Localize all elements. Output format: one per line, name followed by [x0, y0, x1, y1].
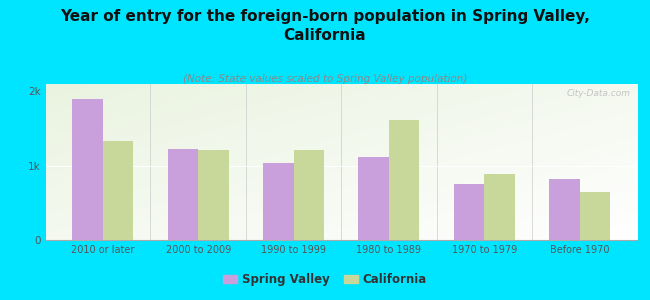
Bar: [294, 150, 324, 240]
Bar: [263, 163, 294, 240]
Text: (Note: State values scaled to Spring Valley population): (Note: State values scaled to Spring Val…: [183, 74, 467, 83]
Bar: [72, 99, 103, 240]
Bar: [580, 192, 610, 240]
Bar: [484, 174, 515, 240]
Bar: [198, 150, 229, 240]
Bar: [168, 149, 198, 240]
Bar: [103, 141, 133, 240]
Legend: Spring Valley, California: Spring Valley, California: [218, 269, 432, 291]
Bar: [389, 120, 419, 240]
Text: Year of entry for the foreign-born population in Spring Valley,
California: Year of entry for the foreign-born popul…: [60, 9, 590, 43]
Bar: [549, 179, 580, 240]
Bar: [358, 157, 389, 240]
Bar: [454, 184, 484, 240]
Text: City-Data.com: City-Data.com: [567, 89, 631, 98]
